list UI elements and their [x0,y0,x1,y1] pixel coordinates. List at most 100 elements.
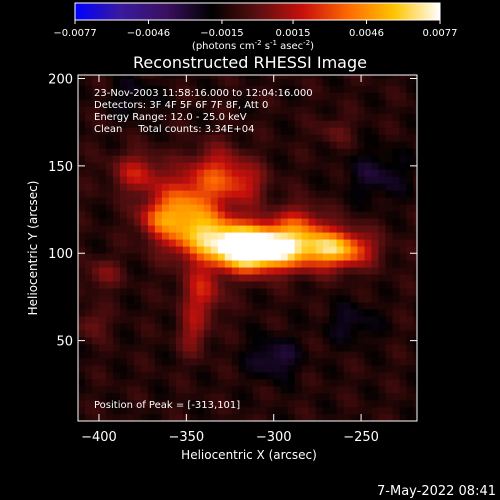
heatmap-cell [364,267,372,275]
heatmap-cell [252,295,261,303]
heatmap-cell [273,379,282,387]
heatmap-cell [287,127,295,135]
heatmap-cell [245,400,254,408]
heatmap-cell [105,309,114,317]
heatmap-cell [224,106,233,114]
heatmap-cell [238,232,247,240]
heatmap-cell [203,127,212,135]
heatmap-cell [210,113,219,121]
heatmap-cell [252,183,261,191]
heatmap-cell [308,169,316,177]
heatmap-cell [364,162,372,170]
heatmap-cell [273,358,282,366]
heatmap-cell [308,316,316,324]
heatmap-cell [154,190,163,198]
heatmap-cell [217,330,226,338]
heatmap-cell [147,414,156,421]
heatmap-cell [84,246,93,254]
heatmap-cell [280,372,288,380]
heatmap-cell [385,316,393,324]
heatmap-cell [364,393,372,401]
heatmap-cell [78,400,86,408]
heatmap-cell [413,155,417,163]
heatmap-cell [280,190,288,198]
heatmap-cell [182,260,191,268]
heatmap-cell [392,225,400,233]
heatmap-cell [203,379,212,387]
heatmap-cell [245,141,254,149]
heatmap-cell [140,358,149,366]
heatmap-cell [168,204,177,212]
heatmap-cell [364,295,372,303]
heatmap-cell [196,75,205,79]
info-energy-range: Energy Range: 12.0 - 25.0 keV [94,112,247,123]
heatmap-cell [168,295,177,303]
heatmap-cell [91,393,100,401]
heatmap-cell [371,323,379,331]
heatmap-cell [280,260,288,268]
heatmap-cell [189,176,198,184]
heatmap-cell [210,302,219,310]
heatmap-cell [350,246,358,254]
heatmap-cell [154,148,163,156]
heatmap-cell [161,330,170,338]
heatmap-cell [392,386,400,394]
heatmap-cell [217,309,226,317]
heatmap-cell [280,330,288,338]
heatmap-cell [126,281,135,289]
heatmap-cell [350,253,358,261]
heatmap-cell [91,148,100,156]
heatmap-cell [378,316,386,324]
heatmap-cell [78,176,86,184]
heatmap-cell [245,302,254,310]
heatmap-cell [238,169,247,177]
heatmap-cell [399,218,407,226]
heatmap-cell [231,414,240,421]
heatmap-cell [378,106,386,114]
heatmap-cell [140,169,149,177]
heatmap-cell [371,148,379,156]
heatmap-cell [91,253,100,261]
heatmap-cell [105,379,114,387]
heatmap-cell [182,190,191,198]
heatmap-cell [322,225,330,233]
heatmap-cell [343,134,351,142]
heatmap-cell [238,239,247,247]
y-tick-label: 200 [48,72,73,87]
heatmap-cell [140,309,149,317]
heatmap-cell [280,274,288,282]
heatmap-cell [287,330,295,338]
heatmap-cell [126,204,135,212]
heatmap-cell [112,225,121,233]
heatmap-cell [392,337,400,345]
heatmap-cell [378,344,386,352]
heatmap-cell [301,92,309,100]
heatmap-cell [238,281,247,289]
heatmap-cell [273,106,282,114]
heatmap-cell [259,400,268,408]
heatmap-cell [105,239,114,247]
heatmap-cell [343,246,351,254]
heatmap-cell [196,239,205,247]
heatmap-cell [273,148,282,156]
heatmap-cell [112,246,121,254]
heatmap-cell [252,358,261,366]
heatmap-cell [189,113,198,121]
heatmap-cell [294,99,302,107]
heatmap-cell [364,134,372,142]
heatmap-cell [147,351,156,359]
heatmap-cell [413,148,417,156]
heatmap-cell [385,239,393,247]
heatmap-cell [280,393,288,401]
heatmap-cell [315,148,323,156]
heatmap-cell [294,386,302,394]
heatmap-cell [245,316,254,324]
heatmap-cell [78,92,86,100]
heatmap-cell [280,351,288,359]
heatmap-cell [371,393,379,401]
heatmap-cell [364,316,372,324]
heatmap-cell [385,204,393,212]
heatmap-cell [315,295,323,303]
heatmap-cell [301,169,309,177]
heatmap-cell [357,246,365,254]
